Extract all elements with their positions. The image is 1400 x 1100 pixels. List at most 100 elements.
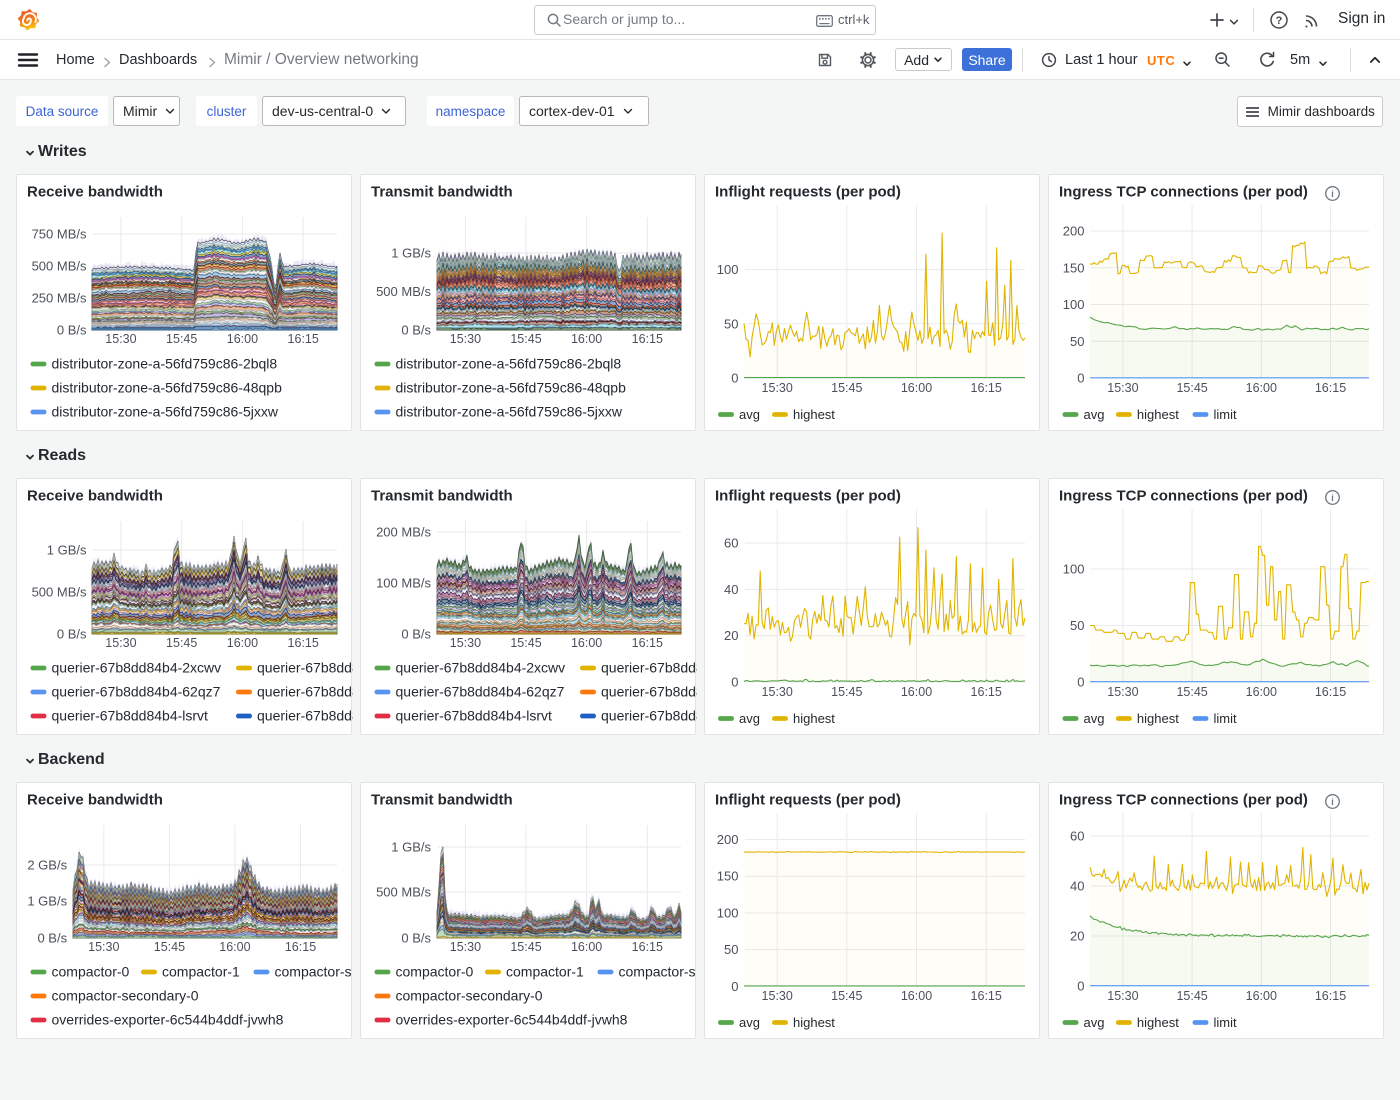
svg-text:16:15: 16:15 — [285, 940, 316, 954]
svg-text:100: 100 — [1063, 297, 1085, 312]
svg-text:15:30: 15:30 — [105, 636, 136, 650]
svg-text:querier-67b8dd84b4-62qz7: querier-67b8dd84b4-62qz7 — [396, 684, 565, 700]
svg-text:16:00: 16:00 — [571, 332, 602, 346]
svg-text:i: i — [1331, 797, 1334, 807]
svg-text:compactor-s: compactor-s — [619, 964, 696, 980]
svg-text:15:30: 15:30 — [105, 332, 136, 346]
svg-text:16:15: 16:15 — [971, 381, 1002, 395]
svg-text:distributor-zone-a-56fd759c86-: distributor-zone-a-56fd759c86-2bql8 — [396, 356, 622, 372]
svg-text:16:15: 16:15 — [971, 989, 1002, 1003]
svg-text:distributor-zone-a-56fd759c86-: distributor-zone-a-56fd759c86-5jxxw — [396, 404, 623, 420]
svg-text:querier-67b8dd8: querier-67b8dd8 — [257, 684, 353, 700]
svg-text:50: 50 — [724, 316, 738, 331]
svg-text:15:30: 15:30 — [450, 636, 481, 650]
svg-text:15:45: 15:45 — [831, 381, 862, 395]
svg-text:15:45: 15:45 — [166, 332, 197, 346]
svg-text:40: 40 — [1070, 879, 1084, 894]
svg-text:i: i — [1331, 189, 1334, 199]
svg-text:15:30: 15:30 — [1107, 685, 1138, 699]
svg-text:compactor-0: compactor-0 — [52, 964, 130, 980]
svg-text:compactor-s: compactor-s — [275, 964, 352, 980]
svg-text:16:00: 16:00 — [901, 989, 932, 1003]
svg-text:limit: limit — [1214, 711, 1237, 726]
svg-text:150: 150 — [717, 869, 739, 884]
svg-text:querier-67b8dd84b4-2xcwv: querier-67b8dd84b4-2xcwv — [396, 660, 566, 676]
svg-text:compactor-secondary-0: compactor-secondary-0 — [52, 988, 199, 1004]
svg-text:limit: limit — [1214, 1015, 1237, 1030]
svg-text:Inflight requests (per pod): Inflight requests (per pod) — [715, 184, 901, 201]
svg-text:16:15: 16:15 — [1315, 989, 1346, 1003]
svg-text:distributor-zone-a-56fd759c86-: distributor-zone-a-56fd759c86-48qpb — [52, 380, 283, 396]
svg-text:16:00: 16:00 — [901, 685, 932, 699]
svg-text:querier-67b8dd84b4-lsrvt: querier-67b8dd84b4-lsrvt — [52, 708, 209, 724]
svg-text:Receive bandwidth: Receive bandwidth — [27, 184, 163, 201]
svg-text:Receive bandwidth: Receive bandwidth — [27, 792, 163, 809]
svg-text:750 MB/s: 750 MB/s — [32, 227, 87, 242]
svg-text:querier-67b8dd84b4-lsrvt: querier-67b8dd84b4-lsrvt — [396, 708, 553, 724]
svg-text:16:15: 16:15 — [1315, 685, 1346, 699]
svg-text:distributor-zone-a-56fd759c86-: distributor-zone-a-56fd759c86-5jxxw — [52, 404, 279, 420]
svg-text:15:45: 15:45 — [154, 940, 185, 954]
svg-text:avg: avg — [739, 1015, 760, 1030]
svg-text:20: 20 — [724, 628, 738, 643]
svg-text:avg: avg — [1084, 1015, 1105, 1030]
svg-text:15:30: 15:30 — [762, 685, 793, 699]
svg-text:avg: avg — [1084, 711, 1105, 726]
svg-text:15:30: 15:30 — [450, 940, 481, 954]
svg-text:16:15: 16:15 — [632, 332, 663, 346]
svg-text:Transmit bandwidth: Transmit bandwidth — [371, 792, 513, 809]
svg-text:500 MB/s: 500 MB/s — [32, 259, 87, 274]
svg-text:50: 50 — [1070, 618, 1084, 633]
svg-text:0: 0 — [731, 979, 738, 994]
svg-text:50: 50 — [724, 942, 738, 957]
svg-text:querier-67b8dd84: querier-67b8dd84 — [257, 708, 353, 724]
svg-text:150: 150 — [1063, 260, 1085, 275]
svg-text:0 B/s: 0 B/s — [401, 627, 431, 642]
svg-text:compactor-1: compactor-1 — [162, 964, 240, 980]
svg-text:16:00: 16:00 — [1246, 685, 1277, 699]
svg-text:0: 0 — [731, 675, 738, 690]
svg-text:compactor-secondary-0: compactor-secondary-0 — [396, 988, 543, 1004]
svg-text:15:45: 15:45 — [831, 989, 862, 1003]
svg-text:distributor-zone-a-56fd759c86-: distributor-zone-a-56fd759c86-2bql8 — [52, 356, 278, 372]
svg-text:60: 60 — [724, 536, 738, 551]
svg-text:Inflight requests (per pod): Inflight requests (per pod) — [715, 488, 901, 505]
svg-text:1 GB/s: 1 GB/s — [27, 894, 67, 909]
svg-text:15:45: 15:45 — [510, 940, 541, 954]
svg-text:0 B/s: 0 B/s — [37, 931, 67, 946]
svg-text:16:00: 16:00 — [901, 381, 932, 395]
svg-text:querier-67b8dd8: querier-67b8dd8 — [601, 660, 697, 676]
svg-text:compactor-0: compactor-0 — [396, 964, 474, 980]
svg-text:16:15: 16:15 — [632, 636, 663, 650]
svg-text:avg: avg — [739, 407, 760, 422]
svg-text:Transmit bandwidth: Transmit bandwidth — [371, 184, 513, 201]
svg-text:15:45: 15:45 — [831, 685, 862, 699]
svg-text:250 MB/s: 250 MB/s — [32, 291, 87, 306]
svg-text:highest: highest — [1137, 407, 1179, 422]
svg-text:distributor-zone-a-56fd759c86-: distributor-zone-a-56fd759c86-48qpb — [396, 380, 627, 396]
svg-text:querier-67b8dd84b4-2xcwv: querier-67b8dd84b4-2xcwv — [52, 660, 222, 676]
svg-text:0: 0 — [1077, 371, 1084, 386]
svg-text:40: 40 — [724, 582, 738, 597]
svg-text:i: i — [1331, 493, 1334, 503]
svg-text:500 MB/s: 500 MB/s — [376, 284, 431, 299]
svg-text:15:45: 15:45 — [166, 636, 197, 650]
svg-text:16:00: 16:00 — [1246, 989, 1277, 1003]
svg-text:15:30: 15:30 — [1107, 989, 1138, 1003]
svg-text:Inflight requests (per pod): Inflight requests (per pod) — [715, 792, 901, 809]
svg-text:15:45: 15:45 — [1176, 381, 1207, 395]
svg-text:16:00: 16:00 — [227, 332, 258, 346]
svg-text:0: 0 — [731, 371, 738, 386]
svg-text:avg: avg — [739, 711, 760, 726]
svg-text:overrides-exporter-6c544b4ddf-: overrides-exporter-6c544b4ddf-jvwh8 — [396, 1012, 628, 1028]
svg-text:0 B/s: 0 B/s — [401, 931, 431, 946]
svg-text:15:45: 15:45 — [1176, 989, 1207, 1003]
svg-text:avg: avg — [1084, 407, 1105, 422]
svg-text:1 GB/s: 1 GB/s — [47, 543, 87, 558]
svg-text:60: 60 — [1070, 829, 1084, 844]
svg-text:16:15: 16:15 — [1315, 381, 1346, 395]
svg-text:1 GB/s: 1 GB/s — [391, 246, 431, 261]
svg-text:16:00: 16:00 — [571, 940, 602, 954]
svg-text:highest: highest — [793, 711, 835, 726]
svg-text:100 MB/s: 100 MB/s — [376, 576, 431, 591]
